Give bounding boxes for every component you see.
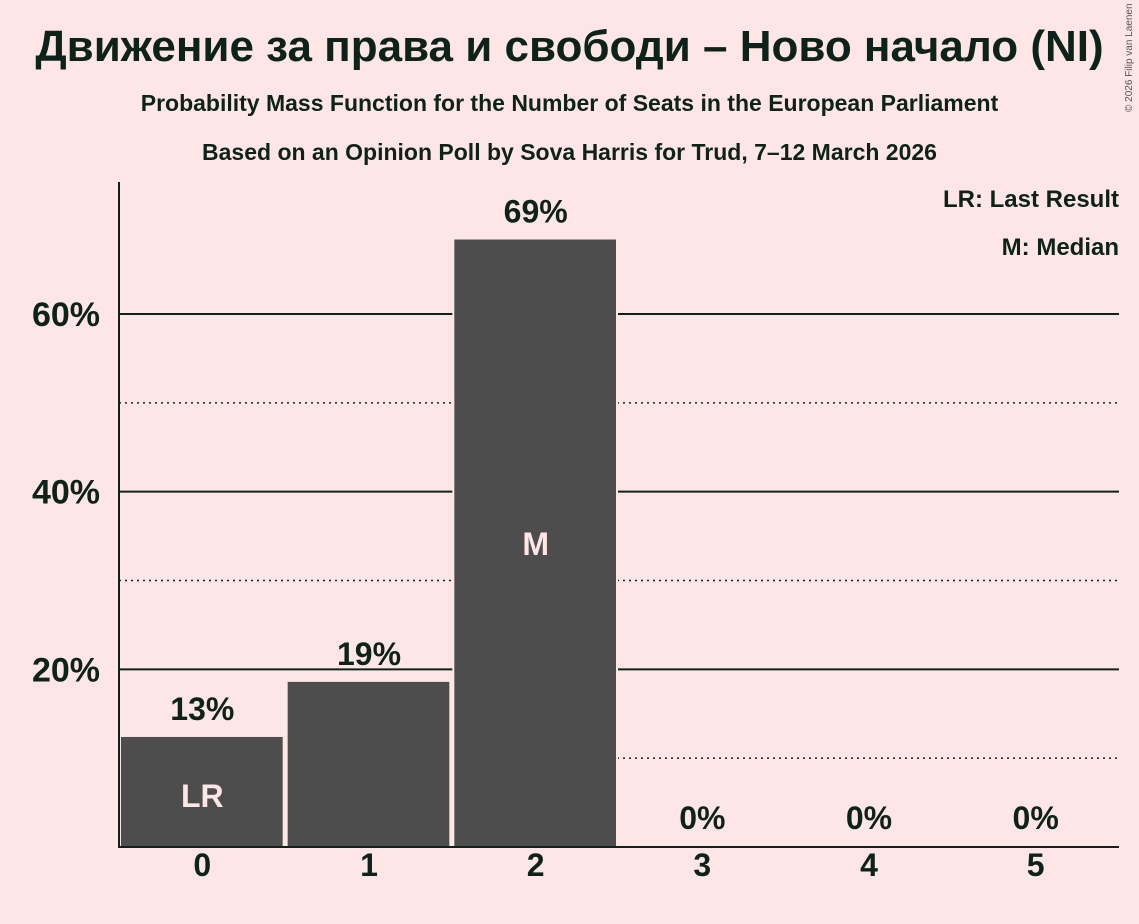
x-tick-label: 0 [193, 847, 211, 883]
x-tick-label: 4 [860, 847, 878, 883]
bar-value-label: 0% [1013, 800, 1059, 836]
bar-value-label: 13% [170, 691, 234, 727]
bar-value-label: 19% [337, 636, 401, 672]
y-tick-label: 60% [32, 296, 100, 334]
bar-value-label: 0% [846, 800, 892, 836]
bar-inner-label: M [522, 526, 549, 562]
y-tick-label: 20% [32, 651, 100, 689]
bar-inner-label: LR [181, 778, 224, 814]
x-tick-label: 2 [527, 847, 545, 883]
x-tick-label: 5 [1027, 847, 1045, 883]
chart-subtitle-source: Based on an Opinion Poll by Sova Harris … [202, 139, 937, 165]
bar [285, 679, 452, 848]
legend-last-result: LR: Last Result [942, 186, 1119, 213]
chart-title: Движение за права и свободи – Ново начал… [35, 22, 1104, 71]
bar-value-label: 69% [504, 194, 568, 230]
chart-subtitle: Probability Mass Function for the Number… [140, 90, 999, 116]
bar [452, 237, 619, 848]
x-tick-label: 3 [693, 847, 711, 883]
legend-median: M: Median [1001, 234, 1119, 261]
bar-value-label: 0% [679, 800, 725, 836]
bar [119, 734, 285, 849]
x-tick-label: 1 [360, 847, 378, 883]
y-tick-label: 40% [32, 474, 100, 512]
